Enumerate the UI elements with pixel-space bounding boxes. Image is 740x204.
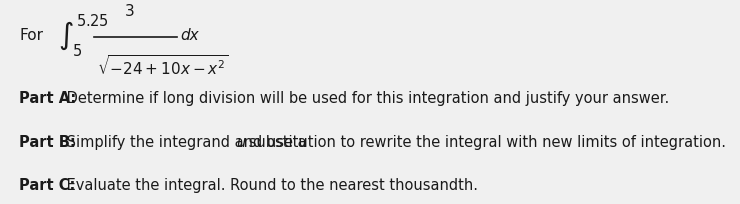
Text: $\sqrt{-24+10x-x^2}$: $\sqrt{-24+10x-x^2}$ <box>97 54 229 78</box>
Text: dx: dx <box>180 28 198 43</box>
Text: 3: 3 <box>124 4 134 19</box>
Text: For: For <box>19 28 43 43</box>
Text: Part C:: Part C: <box>19 177 75 192</box>
Text: $\int_5^{5.25}$: $\int_5^{5.25}$ <box>58 12 109 59</box>
Text: substitution to rewrite the integral with new limits of integration.: substitution to rewrite the integral wit… <box>243 135 726 150</box>
Text: Evaluate the integral. Round to the nearest thousandth.: Evaluate the integral. Round to the near… <box>62 177 478 192</box>
Text: Part A:: Part A: <box>19 91 76 105</box>
Text: Determine if long division will be used for this integration and justify your an: Determine if long division will be used … <box>62 91 670 105</box>
Text: Simplify the integrand and use a: Simplify the integrand and use a <box>62 135 312 150</box>
Text: u: u <box>237 135 246 150</box>
Text: Part B:: Part B: <box>19 135 76 150</box>
